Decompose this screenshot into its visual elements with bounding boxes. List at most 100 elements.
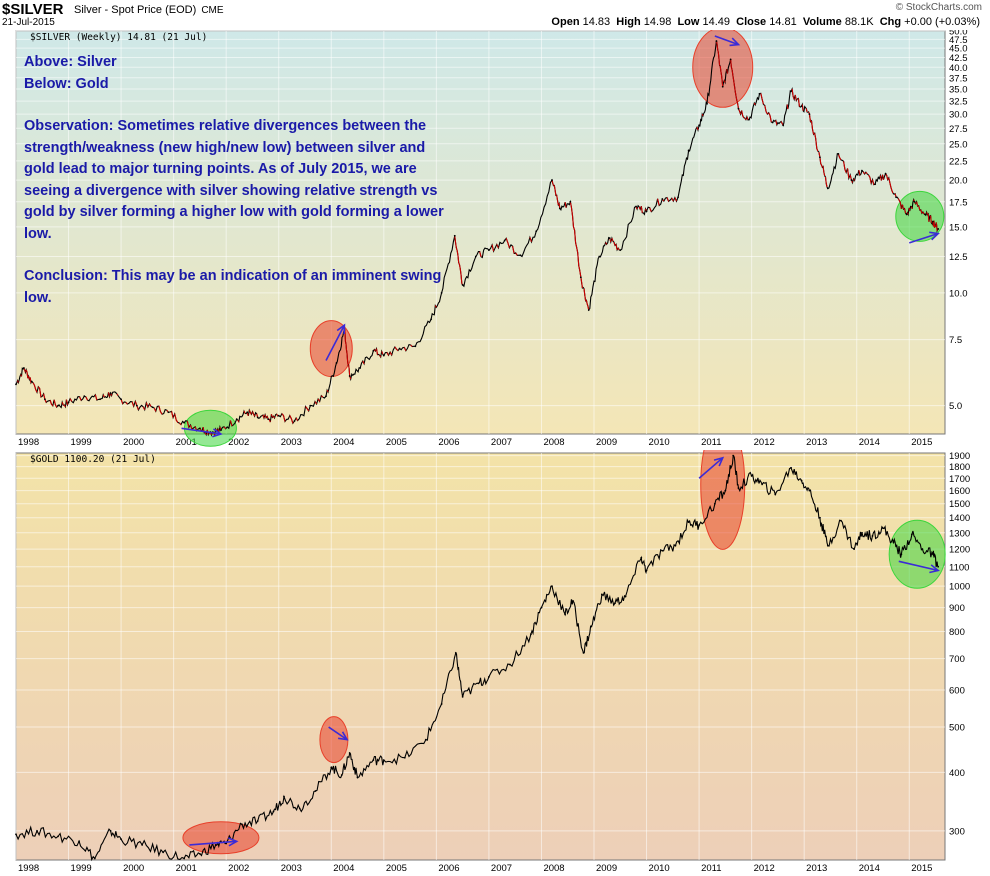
down-segment xyxy=(791,88,794,97)
data-point xyxy=(748,118,750,121)
data-point xyxy=(235,418,238,421)
down-segment xyxy=(326,389,329,393)
down-segment xyxy=(736,100,739,105)
down-segment xyxy=(379,354,382,358)
chart-date: 21-Jul-2015 xyxy=(2,17,55,28)
close-label: Close xyxy=(736,16,767,28)
y-tick-label: 1300 xyxy=(949,528,970,539)
y-tick-label: 15.0 xyxy=(949,222,968,233)
down-segment xyxy=(908,207,911,212)
down-segment xyxy=(39,388,42,398)
down-segment xyxy=(906,212,909,215)
arrow xyxy=(325,323,346,361)
down-segment xyxy=(410,344,413,347)
data-point xyxy=(937,228,940,230)
y-tick-label: 47.5 xyxy=(949,35,968,46)
data-point xyxy=(57,835,59,838)
down-segment xyxy=(295,417,299,421)
down-segment xyxy=(865,171,868,175)
down-segment xyxy=(769,115,772,123)
down-segment xyxy=(843,161,846,170)
down-segment xyxy=(744,117,747,120)
x-tick-label: 2010 xyxy=(649,437,670,448)
down-segment xyxy=(719,65,722,72)
x-tick-label: 2015 xyxy=(911,863,932,874)
data-point xyxy=(564,613,566,616)
x-tick-label: 1999 xyxy=(71,863,92,874)
data-point xyxy=(36,830,38,832)
x-tick-label: 2009 xyxy=(596,863,617,874)
data-point xyxy=(551,179,553,181)
down-segment xyxy=(824,176,827,184)
data-point xyxy=(151,406,154,409)
y-tick-label: 35.0 xyxy=(949,85,968,96)
down-segment xyxy=(742,115,745,118)
down-segment xyxy=(116,393,119,396)
down-segment xyxy=(362,360,365,365)
down-segment xyxy=(65,399,69,405)
down-segment xyxy=(381,351,384,355)
down-segment xyxy=(272,415,275,419)
down-segment xyxy=(276,413,279,417)
data-point xyxy=(454,652,457,654)
data-point xyxy=(800,479,803,482)
y-tick-label: 1900 xyxy=(949,451,970,462)
down-segment xyxy=(251,411,255,415)
data-point xyxy=(715,40,718,42)
down-segment xyxy=(640,206,643,213)
y-tick-label: 22.5 xyxy=(949,156,968,167)
down-segment xyxy=(794,94,797,101)
down-segment xyxy=(345,343,348,351)
down-segment xyxy=(289,415,292,419)
data-point xyxy=(67,401,70,404)
data-point xyxy=(819,156,821,159)
down-segment xyxy=(125,401,128,405)
down-segment xyxy=(389,351,393,356)
down-segment xyxy=(739,110,742,115)
data-point xyxy=(900,553,903,556)
data-point xyxy=(600,593,603,596)
down-segment xyxy=(823,172,826,176)
down-segment xyxy=(507,242,510,248)
data-point xyxy=(461,284,464,286)
down-segment xyxy=(35,389,38,393)
data-point xyxy=(298,807,301,810)
down-segment xyxy=(305,406,308,409)
y-tick-label: 10.0 xyxy=(949,288,968,299)
down-segment xyxy=(584,295,587,301)
x-tick-label: 1998 xyxy=(18,863,39,874)
x-tick-label: 2015 xyxy=(911,437,932,448)
data-point xyxy=(403,756,406,759)
y-tick-label: 32.5 xyxy=(949,97,968,108)
data-point xyxy=(440,291,443,294)
data-point xyxy=(83,395,86,398)
data-point xyxy=(924,213,926,216)
down-segment xyxy=(888,177,891,183)
ohlc-readout: Open 14.83 High 14.98 Low 14.49 Close 14… xyxy=(551,16,980,28)
data-point xyxy=(277,414,280,417)
down-segment xyxy=(615,244,618,251)
down-segment xyxy=(936,224,938,231)
data-point xyxy=(826,544,829,547)
x-tick-label: 2011 xyxy=(701,863,721,874)
panel-title: $SILVER (Weekly) 14.81 (21 Jul) xyxy=(30,32,207,43)
down-segment xyxy=(899,202,902,209)
down-segment xyxy=(720,74,723,81)
data-point xyxy=(729,58,732,61)
down-segment xyxy=(926,212,928,215)
arrow xyxy=(181,427,223,438)
data-point xyxy=(314,790,317,792)
data-point xyxy=(614,602,616,604)
down-segment xyxy=(149,403,152,407)
data-point xyxy=(330,766,333,769)
down-segment xyxy=(844,169,847,173)
data-point xyxy=(724,489,727,492)
data-point xyxy=(488,675,490,678)
data-point xyxy=(109,830,112,832)
down-segment xyxy=(373,349,376,352)
down-segment xyxy=(512,246,515,254)
down-segment xyxy=(753,102,756,106)
data-point xyxy=(884,172,887,175)
panel-title: $GOLD 1100.20 (21 Jul) xyxy=(30,454,156,465)
annotation-conclusion: Conclusion: This may be an indication of… xyxy=(24,268,442,306)
